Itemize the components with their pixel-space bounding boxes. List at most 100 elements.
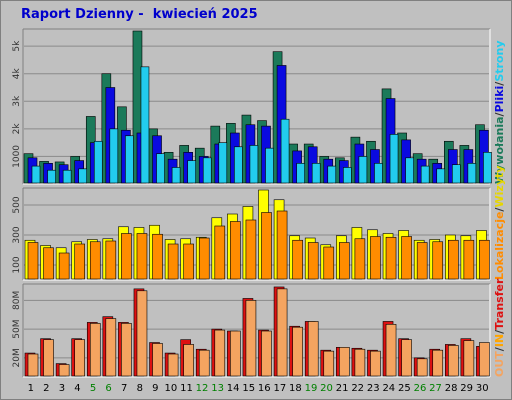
bar xyxy=(152,233,163,280)
y-tick-label: 50M xyxy=(12,319,22,338)
bar xyxy=(292,326,303,377)
bar xyxy=(280,118,290,184)
bar xyxy=(451,164,461,184)
y-tick-label: 80M xyxy=(12,291,22,310)
bar xyxy=(385,324,397,377)
y-tick-label: 20M xyxy=(12,348,22,367)
bar xyxy=(136,290,148,377)
bar xyxy=(140,66,150,184)
bar xyxy=(183,344,194,377)
x-tick-label: 12 xyxy=(196,383,209,394)
bar xyxy=(58,364,70,377)
bar xyxy=(323,350,335,377)
bar xyxy=(483,151,492,184)
x-tick-label: 6 xyxy=(105,383,111,394)
bar xyxy=(467,163,477,184)
bar xyxy=(105,318,117,377)
legend-panel2: Lokalizacje/Wizyty xyxy=(493,166,506,280)
x-tick-label: 15 xyxy=(242,383,255,394)
bar xyxy=(43,339,54,377)
bar xyxy=(47,169,56,184)
x-tick-label: 17 xyxy=(273,383,286,394)
x-tick-label: 14 xyxy=(227,383,240,394)
x-tick-label: 7 xyxy=(121,383,127,394)
y-tick-label: 3k xyxy=(12,95,22,107)
legend-separator: / xyxy=(493,346,506,351)
x-tick-label: 29 xyxy=(460,383,473,394)
x-tick-label: 23 xyxy=(367,383,380,394)
bar xyxy=(89,241,101,280)
bar xyxy=(296,163,305,184)
x-tick-label: 1 xyxy=(28,383,34,394)
bar xyxy=(198,349,210,377)
bar xyxy=(354,238,366,280)
bar xyxy=(167,353,179,377)
bar xyxy=(292,239,303,280)
bar xyxy=(370,236,381,280)
bar xyxy=(74,243,85,280)
bar xyxy=(385,236,397,280)
bar xyxy=(261,212,272,280)
bar xyxy=(198,237,210,280)
y-tick-label: 1000 xyxy=(12,145,22,168)
bar xyxy=(389,134,399,184)
bar xyxy=(136,233,148,280)
bar xyxy=(121,233,132,280)
series-lokalizacje xyxy=(27,210,490,280)
bar xyxy=(125,135,134,184)
series-out xyxy=(27,288,490,377)
bar xyxy=(249,145,259,184)
legend-entry: OUT xyxy=(493,351,506,377)
bar xyxy=(401,236,412,280)
bar xyxy=(43,247,54,280)
bar xyxy=(401,339,412,377)
bar xyxy=(447,239,459,280)
legend-entry: Transfer xyxy=(493,278,506,330)
bar xyxy=(374,163,383,184)
x-tick-label: 20 xyxy=(320,383,333,394)
panel-hits-files-pages: 1000 2k 3k 4k 5k xyxy=(12,28,492,185)
bar xyxy=(479,342,490,377)
x-tick-label: 2 xyxy=(43,383,49,394)
bar xyxy=(230,221,241,280)
x-tick-label: 16 xyxy=(258,383,271,394)
y-tick-label: 100 xyxy=(12,256,22,273)
legend-separator: / xyxy=(493,81,506,86)
x-axis-day-labels: 1 2 3 4 5 6 7 8 9 10 11 12 13 14 15 16 17 18 19 20 21 22 23 24 2… xyxy=(28,383,489,394)
bar xyxy=(27,242,39,280)
bar xyxy=(218,142,228,184)
chart-panels: 1000 2k 3k 4k 5k 100 300 500 20M 50M 80M xyxy=(12,28,492,378)
bar xyxy=(432,241,444,280)
x-tick-label: 27 xyxy=(429,383,442,394)
x-tick-label: 13 xyxy=(211,383,224,394)
bar xyxy=(89,323,101,377)
panel-transfer: 20M 50M 80M xyxy=(12,283,491,378)
bar xyxy=(276,210,288,280)
bar xyxy=(339,347,350,377)
bar xyxy=(323,246,335,280)
x-tick-label: 8 xyxy=(137,383,143,394)
bar xyxy=(358,156,368,184)
bar xyxy=(436,168,446,184)
bar xyxy=(416,242,428,280)
bar xyxy=(234,146,243,184)
bar xyxy=(420,165,430,184)
bar xyxy=(27,353,39,377)
x-tick-label: 26 xyxy=(414,383,427,394)
bar xyxy=(479,239,490,280)
x-tick-label: 24 xyxy=(382,383,395,394)
bar xyxy=(187,160,196,184)
x-tick-label: 9 xyxy=(152,383,158,394)
x-tick-label: 19 xyxy=(305,383,318,394)
bar xyxy=(152,343,163,377)
bar xyxy=(311,163,321,184)
y-tick-label: 300 xyxy=(12,226,22,243)
bar xyxy=(109,128,119,184)
bar xyxy=(214,225,226,280)
bar xyxy=(214,329,226,377)
bar xyxy=(202,157,212,184)
bar xyxy=(405,157,414,184)
x-tick-label: 25 xyxy=(398,383,411,394)
x-tick-label: 11 xyxy=(180,383,193,394)
